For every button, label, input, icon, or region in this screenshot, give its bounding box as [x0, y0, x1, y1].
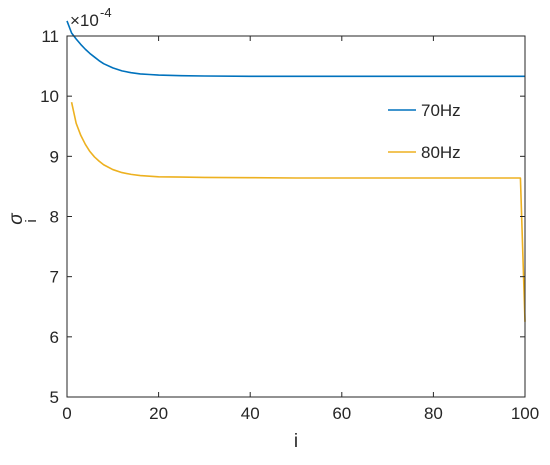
exponent-label: ×10 -4 [70, 5, 112, 30]
y-tick-label-7: 7 [50, 268, 59, 287]
plot-area [67, 36, 525, 397]
y-tick-label-10: 10 [40, 87, 59, 106]
y-tick-label-6: 6 [50, 328, 59, 347]
y-axis-label: σ i [6, 212, 40, 225]
plot-area-group: 0 20 40 60 80 100 5 6 7 8 9 10 11 [40, 20, 539, 423]
y-tick-label-11: 11 [41, 27, 59, 46]
legend: 70Hz 80Hz [388, 101, 461, 162]
exponent-power: -4 [100, 5, 112, 20]
legend-label-70hz: 70Hz [421, 101, 461, 120]
y-tick-label-8: 8 [50, 208, 59, 227]
x-tick-label-80: 80 [424, 404, 443, 423]
y-axis-label-symbol: σ [6, 212, 27, 225]
series-line-70hz [66, 20, 525, 78]
ticks-group: 0 20 40 60 80 100 5 6 7 8 9 10 11 [40, 27, 539, 423]
y-tick-label-5: 5 [50, 388, 59, 407]
exponent-base: ×10 [70, 11, 99, 30]
legend-label-80hz: 80Hz [421, 143, 461, 162]
x-tick-label-0: 0 [62, 404, 71, 423]
series-group [66, 20, 526, 322]
y-axis-label-subscript: i [23, 219, 40, 222]
x-axis-label: i [294, 431, 298, 452]
series-line-80hz [70, 102, 526, 322]
x-tick-label-100: 100 [511, 404, 539, 423]
x-tick-label-20: 20 [149, 404, 168, 423]
y-tick-label-9: 9 [50, 147, 59, 166]
x-tick-label-60: 60 [332, 404, 351, 423]
x-tick-label-40: 40 [241, 404, 260, 423]
